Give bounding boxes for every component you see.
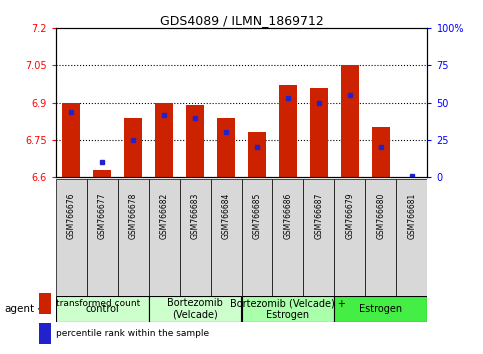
Title: GDS4089 / ILMN_1869712: GDS4089 / ILMN_1869712 [159,14,324,27]
Bar [39,293,51,314]
Bar [39,324,51,344]
Bar [186,105,204,177]
Bar [217,118,235,177]
Text: GSM766687: GSM766687 [314,193,324,239]
Bar [56,296,149,322]
Bar [279,85,297,177]
Bar [62,103,80,177]
Bar [372,127,390,177]
Text: GSM766679: GSM766679 [345,193,355,239]
Text: GSM766686: GSM766686 [284,193,293,239]
Text: GSM766684: GSM766684 [222,193,230,239]
Text: Bortezomib
(Velcade): Bortezomib (Velcade) [167,298,223,320]
Text: GSM766678: GSM766678 [128,193,138,239]
Bar [180,179,211,296]
Text: GSM766676: GSM766676 [67,193,75,239]
Text: control: control [85,304,119,314]
Bar [341,65,359,177]
Bar [124,118,142,177]
Text: GSM766682: GSM766682 [159,193,169,239]
Text: GSM766681: GSM766681 [408,193,416,239]
Bar [242,296,334,322]
Bar [248,132,266,177]
Bar [272,179,303,296]
Text: Estrogen: Estrogen [359,304,402,314]
Bar [242,179,272,296]
Bar [117,179,149,296]
Bar [93,170,112,177]
Text: percentile rank within the sample: percentile rank within the sample [56,329,209,338]
Bar [56,179,86,296]
Text: transformed count: transformed count [56,299,140,308]
Bar [334,296,427,322]
Bar [155,103,173,177]
Text: GSM766685: GSM766685 [253,193,261,239]
Text: agent: agent [5,304,35,314]
Bar [310,88,328,177]
Bar [86,179,117,296]
Bar [303,179,334,296]
Text: GSM766677: GSM766677 [98,193,107,239]
Text: GSM766683: GSM766683 [190,193,199,239]
Bar [397,179,427,296]
Text: GSM766680: GSM766680 [376,193,385,239]
Bar [149,179,180,296]
Bar [366,179,397,296]
Bar [149,296,242,322]
Bar [334,179,366,296]
Text: Bortezomib (Velcade) +
Estrogen: Bortezomib (Velcade) + Estrogen [230,298,346,320]
Bar [211,179,242,296]
